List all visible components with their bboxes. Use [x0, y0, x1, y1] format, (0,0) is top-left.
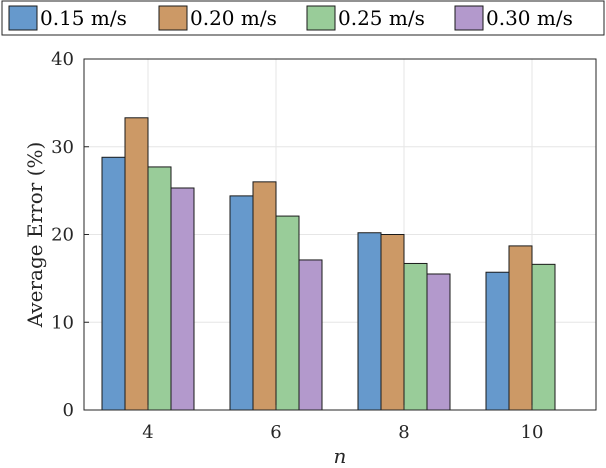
bar: [485, 271, 510, 411]
legend-label: 0.25 m/s: [338, 6, 425, 30]
bar: [380, 234, 405, 411]
bar: [147, 166, 172, 411]
bar: [229, 195, 254, 411]
legend-swatch: [8, 5, 38, 31]
legend-box: [1, 0, 605, 36]
x-tick-label: 6: [270, 422, 281, 443]
bar: [357, 232, 382, 411]
y-tick-label: 10: [51, 312, 74, 333]
bar: [426, 273, 451, 411]
bar: [403, 262, 428, 411]
legend-label: 0.15 m/s: [40, 6, 127, 30]
y-tick-label: 40: [51, 49, 74, 70]
bar: [531, 263, 556, 411]
bars: [101, 117, 556, 411]
bar: [170, 187, 195, 411]
y-tick-label: 0: [63, 400, 74, 421]
legend-label: 0.30 m/s: [486, 6, 573, 30]
bar: [298, 259, 323, 411]
legend-swatch: [454, 5, 484, 31]
x-axis-label: n: [334, 444, 347, 468]
x-tick-label: 10: [521, 422, 544, 443]
bar: [508, 245, 533, 411]
bar: [101, 156, 126, 411]
y-tick-label: 30: [51, 137, 74, 158]
y-axis-label: Average Error (%): [23, 142, 47, 329]
axes: 0 10 20 30 40 4 6 8 10: [51, 49, 597, 443]
legend: 0.15 m/s 0.20 m/s 0.25 m/s 0.30 m/s: [1, 0, 605, 36]
bar: [275, 215, 300, 411]
bar: [252, 181, 277, 411]
x-tick-label: 8: [398, 422, 409, 443]
bar: [124, 117, 149, 411]
legend-swatch: [158, 5, 188, 31]
y-tick-label: 20: [51, 225, 74, 246]
legend-swatch: [306, 5, 336, 31]
x-tick-label: 4: [142, 422, 153, 443]
legend-label: 0.20 m/s: [190, 6, 277, 30]
